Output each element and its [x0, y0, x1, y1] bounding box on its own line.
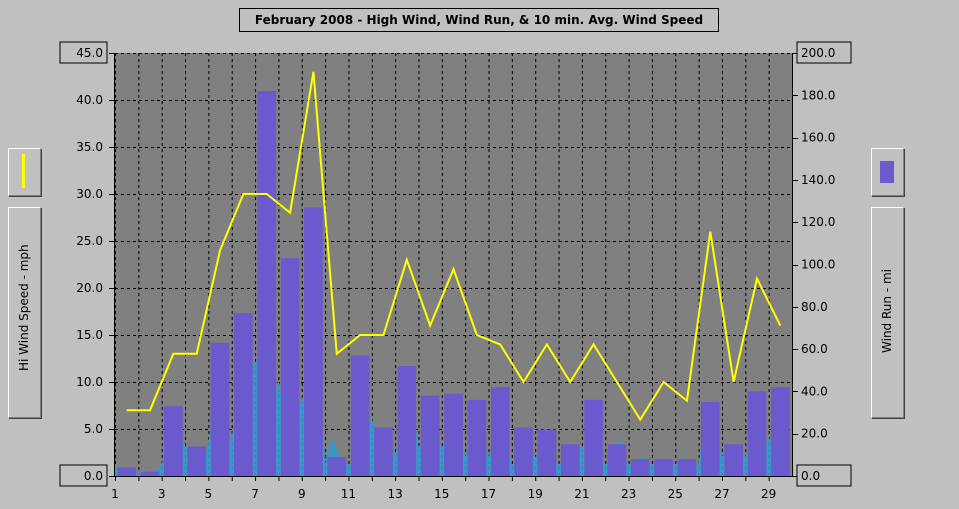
wind-run-bar	[537, 429, 557, 476]
x-tick-label: 7	[251, 487, 259, 501]
left-tick-label: 35.0	[76, 140, 103, 154]
wind-run-bar	[467, 399, 487, 476]
left-tick-label: 40.0	[76, 93, 103, 107]
wind-run-bar	[514, 427, 533, 476]
left-tick-box	[59, 41, 108, 64]
left-tick-label: 20.0	[76, 281, 103, 295]
wind-run-bar	[747, 391, 767, 476]
right-tick-label: 20.0	[801, 427, 828, 441]
x-tick-label: 17	[481, 487, 496, 501]
wind-run-bar	[420, 395, 440, 476]
wind-run-bar	[234, 313, 253, 476]
wind-run-bar	[607, 444, 627, 476]
x-tick-label: 19	[528, 487, 543, 501]
left-tick-label: 25.0	[76, 234, 103, 248]
hi-wind-line	[126, 71, 782, 422]
right-tick-label: 0.0	[801, 469, 820, 483]
wind-run-bar	[164, 406, 183, 476]
left-tick-box	[59, 464, 108, 487]
x-tick-label: 25	[668, 487, 683, 501]
wind-run-bar	[374, 427, 393, 476]
hi-wind-legend-swatch	[22, 154, 25, 188]
x-tick-label: 5	[205, 487, 213, 501]
wind-run-bar	[304, 207, 323, 476]
x-tick-label: 11	[341, 487, 356, 501]
wind-run-bar	[444, 393, 463, 476]
right-tick-label: 120.0	[801, 215, 835, 229]
wind-run-bar	[560, 444, 580, 476]
left-tick-label: 30.0	[76, 187, 103, 201]
wind-run-bar	[140, 471, 160, 476]
right-tick-label: 60.0	[801, 342, 828, 356]
right-legend-swatch-box	[871, 148, 904, 196]
wind-run-bar	[117, 467, 137, 476]
wind-run-bar	[630, 459, 650, 476]
x-tick-label: 1	[111, 487, 119, 501]
chart-title: February 2008 - High Wind, Wind Run, & 1…	[239, 8, 719, 32]
x-tick-label: 9	[298, 487, 306, 501]
x-tick-label: 29	[761, 487, 776, 501]
left-axis-label-box: Hi Wind Speed - mph	[8, 207, 41, 418]
right-tick-label: 160.0	[801, 131, 835, 145]
left-tick-label: 5.0	[84, 422, 103, 436]
wind-run-bar	[210, 342, 230, 476]
x-tick-label: 15	[434, 487, 449, 501]
right-tick-label: 80.0	[801, 300, 828, 314]
left-tick-label: 45.0	[76, 46, 103, 60]
right-tick-label: 180.0	[801, 88, 835, 102]
wind-run-bar	[584, 399, 603, 476]
left-legend-swatch-box	[8, 148, 41, 196]
wind-run-legend-swatch	[880, 161, 894, 183]
wind-run-bar	[350, 355, 370, 476]
right-tick-label: 100.0	[801, 258, 835, 272]
wind-run-bar	[397, 366, 417, 476]
wind-run-bar	[257, 91, 277, 476]
x-tick-label: 21	[574, 487, 589, 501]
wind-run-bar	[187, 446, 207, 476]
right-tick-box	[796, 41, 852, 64]
wind-run-bar	[327, 456, 347, 476]
wind-run-bar	[677, 459, 697, 476]
x-tick-label: 3	[158, 487, 166, 501]
right-axis-label-box: Wind Run - mi	[871, 207, 904, 418]
x-tick-label: 27	[714, 487, 729, 501]
left-tick-label: 10.0	[76, 375, 103, 389]
wind-run-bar	[654, 459, 673, 476]
x-tick-label: 23	[621, 487, 636, 501]
wind-run-bar	[700, 401, 720, 476]
left-tick-label: 15.0	[76, 328, 103, 342]
wind-run-bar	[724, 444, 743, 476]
wind-run-bar	[490, 387, 510, 476]
right-tick-label: 200.0	[801, 46, 835, 60]
x-tick-label: 13	[387, 487, 402, 501]
right-tick-box	[796, 464, 852, 487]
right-tick-label: 140.0	[801, 173, 835, 187]
wind-run-bar	[770, 387, 790, 476]
right-tick-label: 40.0	[801, 384, 828, 398]
wind-run-bar	[280, 258, 300, 476]
left-tick-label: 0.0	[84, 469, 103, 483]
